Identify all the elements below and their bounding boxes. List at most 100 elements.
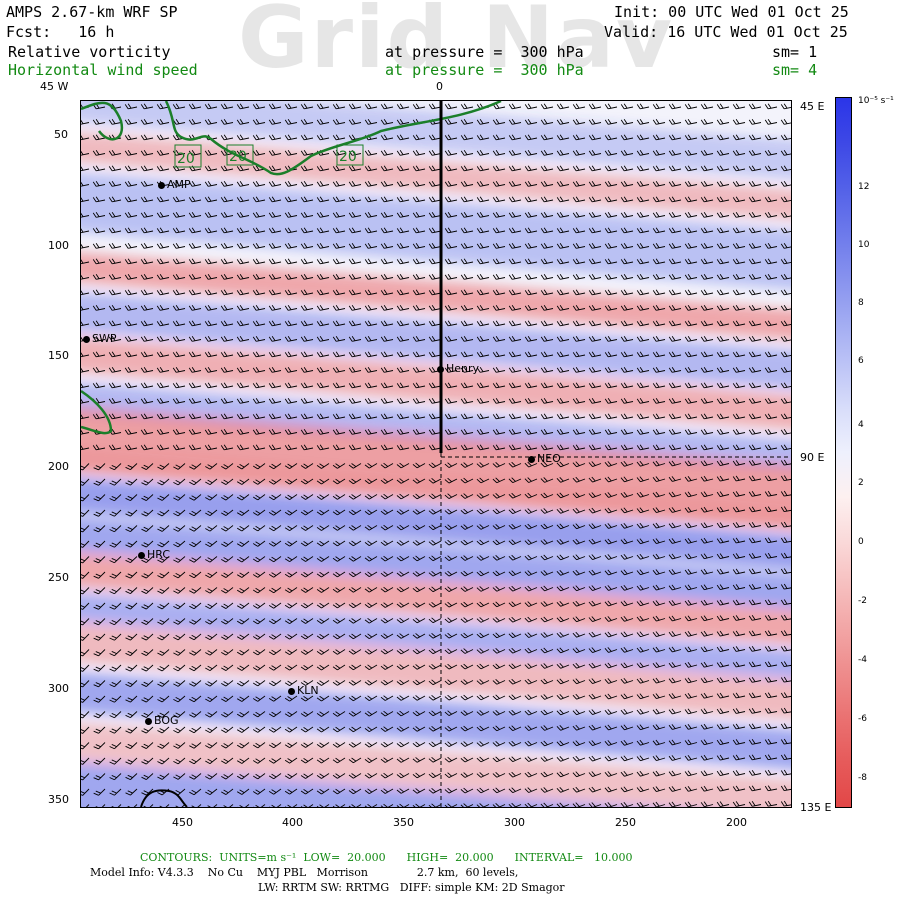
wind-barb (620, 460, 634, 467)
wind-barb (316, 695, 330, 702)
wind-barb (652, 429, 666, 435)
wind-barb (252, 540, 266, 547)
wind-barb (620, 476, 634, 483)
wind-barb (81, 150, 90, 156)
wind-barb (93, 773, 106, 781)
wind-barb (636, 507, 650, 514)
wind-barb (81, 664, 90, 672)
smoothing-2: sm= 4 (772, 61, 818, 79)
wind-barb (204, 181, 218, 187)
wind-barb (764, 692, 778, 699)
wind-barb (556, 461, 570, 468)
wind-barb (652, 786, 666, 792)
wind-barb (492, 725, 506, 732)
wind-barb (380, 788, 394, 794)
wind-barb (556, 181, 570, 187)
wind-barb (764, 800, 778, 807)
wind-barb (428, 601, 442, 608)
wind-barb (396, 540, 410, 546)
wind-barb (588, 289, 602, 296)
wind-barb (556, 429, 570, 435)
wind-barb (572, 196, 586, 203)
wind-barb (141, 602, 154, 610)
wind-barb (476, 462, 490, 468)
pressure-level-1: at pressure = 300 hPa (385, 43, 584, 61)
wind-barb (300, 336, 314, 342)
wind-barb (668, 615, 682, 622)
wind-barb (652, 165, 666, 172)
wind-barb (268, 478, 282, 485)
wind-barb (492, 477, 506, 484)
wind-barb (508, 429, 522, 435)
wind-barb (284, 367, 298, 373)
wind-barb (444, 524, 458, 530)
wind-barb (412, 540, 426, 546)
station-label: HRC (147, 548, 171, 561)
y-tick-100: 100 (48, 239, 69, 252)
wind-barb (524, 382, 538, 389)
wind-barb (556, 693, 570, 700)
wind-barb (684, 599, 698, 606)
vorticity-wind-map[interactable]: 20 20 20 AMP SWP Henry NEO HRC KLN BOG (80, 100, 792, 808)
wind-barb (636, 165, 650, 172)
wind-barb (412, 289, 426, 296)
wind-barb (732, 165, 746, 172)
wind-barb (460, 601, 474, 608)
wind-barb (205, 757, 218, 765)
wind-barb (140, 320, 154, 327)
wind-barb (588, 476, 602, 483)
wind-barb (81, 413, 90, 420)
wind-barb (508, 632, 522, 639)
wind-barb (188, 181, 202, 187)
wind-barb (188, 150, 202, 156)
wind-barb (556, 492, 570, 499)
wind-barb (716, 553, 730, 560)
wind-barb (716, 258, 730, 265)
wind-barb (268, 525, 282, 532)
wind-barb (81, 556, 90, 564)
wind-barb (188, 444, 202, 451)
wind-barb (540, 196, 554, 203)
wind-barb (93, 711, 106, 719)
wind-barb (460, 444, 474, 451)
wind-barb (636, 693, 650, 700)
lon-label-0: 0 (436, 80, 443, 93)
wind-barb (348, 165, 362, 172)
wind-barb (140, 413, 154, 420)
wind-barb (668, 134, 682, 141)
wind-barb (476, 181, 490, 187)
wind-barb (316, 494, 330, 500)
x-tick-200: 200 (726, 816, 747, 829)
wind-barb (620, 708, 634, 715)
wind-barb (332, 351, 346, 358)
wind-barb (396, 788, 410, 794)
wind-barb (604, 755, 618, 762)
wind-barb (140, 103, 154, 110)
wind-barb (684, 336, 698, 342)
wind-barb (540, 585, 554, 592)
wind-barb (588, 631, 602, 638)
wind-barb (173, 540, 186, 548)
wind-barb (748, 196, 762, 203)
wind-barb (652, 553, 666, 560)
wind-barb (316, 119, 330, 125)
wind-barb (236, 602, 250, 609)
wind-barb (492, 663, 506, 670)
wind-barb (684, 367, 698, 373)
wind-barb (252, 695, 266, 702)
wind-barb (316, 429, 330, 435)
wind-barb (524, 802, 538, 807)
wind-barb (141, 664, 154, 672)
wind-barb (668, 553, 682, 560)
wind-barb (252, 618, 266, 625)
wind-barb (188, 398, 202, 404)
wind-barb (236, 695, 250, 702)
wind-barb (284, 509, 298, 516)
wind-barb (300, 165, 314, 172)
wind-barb (668, 165, 682, 172)
wind-barb (364, 648, 378, 655)
wind-barb (764, 212, 778, 218)
wind-barb (732, 522, 746, 528)
wind-barb (636, 134, 650, 141)
wind-barb (189, 478, 202, 486)
